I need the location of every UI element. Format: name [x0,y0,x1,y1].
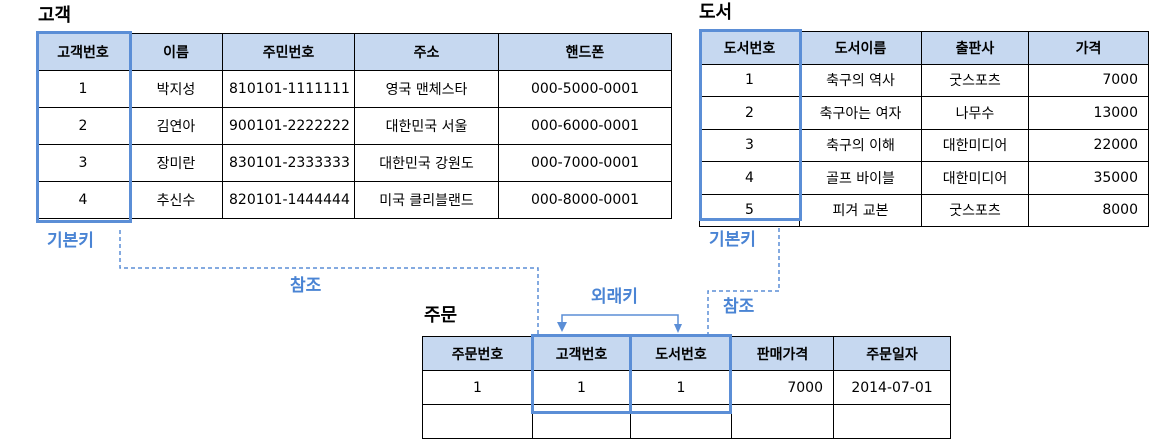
table-cell: 대한민국 서울 [354,107,499,145]
column-header: 핸드폰 [498,33,672,71]
table-cell: 박지성 [129,70,223,108]
table-cell: 1 [36,70,130,108]
table-cell: 1 [699,63,800,97]
column-header: 주민번호 [222,33,355,71]
order-table: 주문번호 고객번호 도서번호 판매가격 주문일자 1 1 1 7000 2014-07-01 [422,336,951,439]
table-cell: 피겨 교본 [799,193,922,227]
table-cell [731,404,834,439]
column-header: 가격 [1028,31,1149,65]
order-table-header: 주문번호 고객번호 도서번호 판매가격 주문일자 [422,336,951,371]
table-cell [630,404,732,439]
table-cell: 대한미디어 [921,128,1029,162]
table-cell: 1 [422,370,533,405]
table-cell: 대한미디어 [921,161,1029,195]
table-cell: 영국 맨체스타 [354,70,499,108]
table-cell: 3 [36,144,130,182]
table-cell: 미국 클리블랜드 [354,181,499,219]
table-cell: 5 [699,193,800,227]
table-cell: 1 [630,370,732,405]
column-header: 주문일자 [833,336,951,371]
table-cell: 8000 [1028,193,1149,227]
table-cell [422,404,533,439]
table-row: 2 축구아는 여자 나무수 13000 [699,96,1149,130]
table-cell: 000-7000-0001 [498,144,672,182]
header-row: 도서번호 도서이름 출판사 가격 [699,31,1149,65]
table-row: 1 축구의 역사 굿스포츠 7000 [699,63,1149,97]
table-cell: 추신수 [129,181,223,219]
table-cell: 나무수 [921,96,1029,130]
column-header: 이름 [129,33,223,71]
table-cell: 4 [36,181,130,219]
customer-table: 고객번호 이름 주민번호 주소 핸드폰 1 박지성 810101-1111111 영국 맨체스… [36,33,672,219]
table-cell: 000-5000-0001 [498,70,672,108]
table-cell: 축구아는 여자 [799,96,922,130]
column-header: 도서번호 [630,336,732,371]
table-cell: 000-8000-0001 [498,181,672,219]
table-row: 1 박지성 810101-1111111 영국 맨체스타 000-5000-0001 [36,70,672,108]
book-reference-label: 참조 [723,297,755,317]
table-cell: 810101-1111111 [222,70,355,108]
column-header: 판매가격 [731,336,834,371]
table-cell: 820101-1444444 [222,181,355,219]
customer-primary-key-label: 기본키 [47,231,94,251]
book-table-header: 도서번호 도서이름 출판사 가격 [699,31,1149,65]
table-cell: 830101-2333333 [222,144,355,182]
order-table-body: 1 1 1 7000 2014-07-01 [422,370,951,439]
table-row: 1 1 1 7000 2014-07-01 [422,370,951,405]
table-row: 4 골프 바이블 대한미디어 35000 [699,161,1149,195]
order-table-title: 주문 [424,305,458,326]
table-cell: 대한민국 강원도 [354,144,499,182]
table-cell: 4 [699,161,800,195]
book-table: 도서번호 도서이름 출판사 가격 1 축구의 역사 굿스포츠 7000 2 축구아는 여자 나무수… [699,31,1149,227]
table-row [422,404,951,439]
column-header: 출판사 [921,31,1029,65]
foreign-key-bracket [561,314,682,333]
header-row: 주문번호 고객번호 도서번호 판매가격 주문일자 [422,336,951,371]
table-cell [833,404,951,439]
table-cell: 굿스포츠 [921,193,1029,227]
column-header: 주문번호 [422,336,533,371]
column-header: 고객번호 [36,33,130,71]
table-row: 3 축구의 이해 대한미디어 22000 [699,128,1149,162]
table-cell: 35000 [1028,161,1149,195]
table-cell: 축구의 역사 [799,63,922,97]
table-cell: 13000 [1028,96,1149,130]
column-header: 도서이름 [799,31,922,65]
header-row: 고객번호 이름 주민번호 주소 핸드폰 [36,33,672,71]
table-row: 5 피겨 교본 굿스포츠 8000 [699,193,1149,227]
table-cell: 골프 바이블 [799,161,922,195]
column-header: 고객번호 [532,336,631,371]
table-cell [532,404,631,439]
column-header: 도서번호 [699,31,800,65]
table-cell: 2 [699,96,800,130]
table-cell: 2 [36,107,130,145]
foreign-key-label: 외래키 [591,287,638,307]
table-cell: 1 [532,370,631,405]
table-cell: 굿스포츠 [921,63,1029,97]
table-cell: 900101-2222222 [222,107,355,145]
column-header: 주소 [354,33,499,71]
customer-reference-line [119,230,539,334]
customer-table-title: 고객 [38,5,72,26]
customer-table-body: 1 박지성 810101-1111111 영국 맨체스타 000-5000-0001 2 김… [36,70,672,219]
table-cell: 3 [699,128,800,162]
table-cell: 7000 [1028,63,1149,97]
book-table-body: 1 축구의 역사 굿스포츠 7000 2 축구아는 여자 나무수 13000 3 축구의 이해 대한… [699,63,1149,227]
table-row: 4 추신수 820101-1444444 미국 클리블랜드 000-8000-0001 [36,181,672,219]
table-cell: 7000 [731,370,834,405]
customer-reference-label: 참조 [290,276,322,296]
table-cell: 2014-07-01 [833,370,951,405]
table-cell: 김연아 [129,107,223,145]
table-row: 2 김연아 900101-2222222 대한민국 서울 000-6000-0001 [36,107,672,145]
customer-table-header: 고객번호 이름 주민번호 주소 핸드폰 [36,33,672,71]
table-row: 3 장미란 830101-2333333 대한민국 강원도 000-7000-0001 [36,144,672,182]
table-cell: 축구의 이해 [799,128,922,162]
table-cell: 장미란 [129,144,223,182]
table-cell: 22000 [1028,128,1149,162]
table-cell: 000-6000-0001 [498,107,672,145]
book-primary-key-label: 기본키 [709,230,756,250]
book-table-title: 도서 [699,2,733,23]
foreign-key-left-arrow [557,322,567,332]
